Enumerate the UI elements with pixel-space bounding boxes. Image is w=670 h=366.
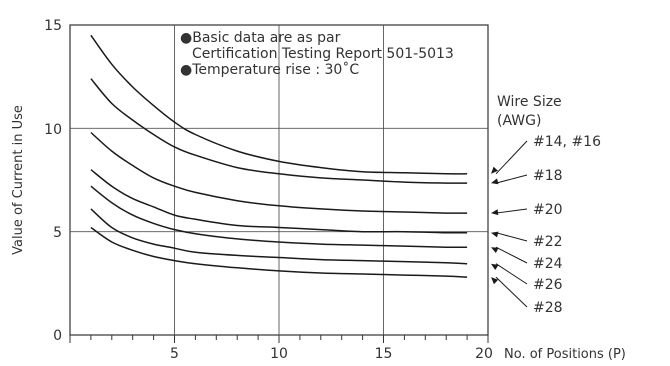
series-label: #22 — [533, 234, 563, 250]
series-label-arrow — [495, 174, 528, 184]
series-label-arrow — [495, 263, 528, 285]
series-label-arrowhead — [491, 166, 498, 174]
y-ticks: 0 5 10 15 — [44, 18, 62, 344]
series-label: #20 — [533, 202, 563, 218]
y-tick-15: 15 — [44, 18, 62, 34]
series-label-arrowhead — [491, 178, 499, 185]
y-tick-5: 5 — [53, 225, 62, 241]
x-tick-15: 15 — [375, 346, 393, 362]
series-label: #24 — [533, 256, 563, 272]
series-line — [90, 185, 468, 248]
series-line — [90, 169, 468, 234]
series-label: #26 — [533, 277, 563, 293]
x-tick-10: 10 — [270, 346, 288, 362]
series-label: #28 — [533, 300, 563, 316]
series-label-arrowhead — [491, 263, 499, 270]
note-line-3: ●Temperature rise : 30˚C — [180, 61, 359, 78]
series-label-arrow — [495, 208, 528, 214]
note-line-1: ●Basic data are as par — [180, 30, 341, 46]
label-layer: #14, #16 #18 #20 #22 #24 #26 #28 — [491, 134, 601, 316]
x-tick-20: 20 — [475, 346, 493, 362]
series-label-arrow — [495, 246, 528, 264]
series-layer — [90, 34, 468, 278]
series-label-arrowhead — [491, 209, 499, 216]
series-label-arrowhead — [491, 247, 499, 253]
series-line — [90, 34, 468, 175]
legend-title-line-2: (AWG) — [497, 113, 541, 129]
x-tick-5: 5 — [170, 346, 179, 362]
series-line — [90, 226, 468, 278]
legend-title-line-1: Wire Size — [497, 94, 562, 110]
notes: ●Basic data are as par Certification Tes… — [180, 30, 454, 78]
series-line — [90, 78, 468, 184]
note-line-2: Certification Testing Report 501-5013 — [192, 46, 454, 62]
series-label-arrowhead — [491, 231, 499, 238]
x-axis-title: No. of Positions (P) — [504, 347, 626, 362]
series-label: #14, #16 — [533, 134, 601, 150]
y-axis-title: Value of Current in Use — [11, 105, 26, 255]
series-label-arrow — [495, 276, 528, 308]
series-label-arrowhead — [491, 277, 499, 285]
series-label: #18 — [533, 168, 563, 184]
series-line — [90, 208, 468, 265]
series-label-arrow — [495, 140, 528, 175]
y-tick-10: 10 — [44, 122, 62, 138]
series-line — [90, 131, 468, 214]
x-ticks: 5 10 15 20 — [170, 346, 493, 362]
series-label-arrow — [495, 232, 528, 242]
x-tick-marks — [69, 335, 489, 343]
y-tick-0: 0 — [53, 328, 62, 344]
